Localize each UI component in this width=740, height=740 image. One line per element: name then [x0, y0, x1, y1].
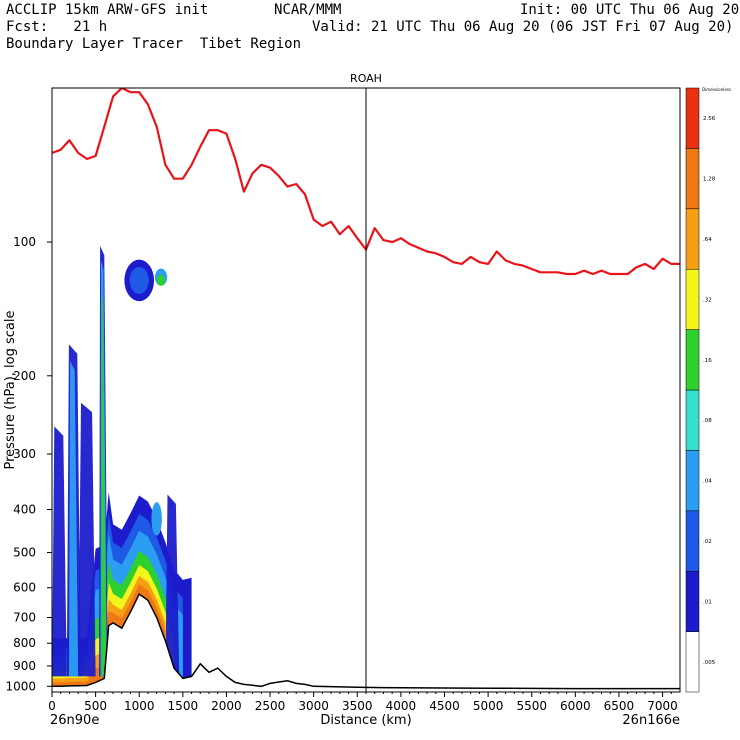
y-tick-label: 800 — [13, 636, 36, 650]
header-line2-right: Valid: 21 UTC Thu 06 Aug 20 (06 JST Fri … — [312, 19, 734, 35]
colorbar: .005 .01 .02 .04 .08 .16 .32 .64 1.28 2.56 — [685, 87, 716, 693]
tracer-streak — [52, 426, 67, 677]
x-tick-label: 0 — [48, 699, 56, 713]
y-tick-label: 500 — [13, 546, 36, 560]
x-axis-label: Distance (km) — [320, 713, 411, 728]
x-tick-label: 500 — [84, 699, 107, 713]
header-line1-left: ACCLIP 15km ARW-GFS init — [6, 2, 209, 18]
colorbar-level-label: .32 — [703, 297, 712, 303]
x-tick-label: 4500 — [429, 699, 460, 713]
x-tick-label: 7000 — [647, 699, 678, 713]
colorbar-level-label: .16 — [703, 358, 712, 364]
tracer-field — [52, 245, 192, 687]
x-start-label: 26n90e — [50, 713, 99, 728]
y-tick-label: 600 — [13, 581, 36, 595]
colorbar-level-label: 1.28 — [703, 177, 716, 183]
tracer-streak — [165, 494, 180, 677]
terrain-line — [52, 592, 680, 690]
colorbar-swatch — [685, 450, 700, 512]
colorbar-swatch — [685, 389, 700, 451]
x-tick-label: 5000 — [473, 699, 504, 713]
x-tick-label: 1500 — [168, 699, 199, 713]
y-tick-label: 400 — [13, 503, 36, 517]
axes: 0 500 1000 1500 2000 2500 3000 3500 4000 4500 5000… — [5, 235, 677, 713]
colorbar-swatch — [685, 631, 700, 693]
x-end-label: 26n166e — [622, 713, 680, 728]
colorbar-swatch — [685, 570, 700, 632]
colorbar-swatch — [685, 208, 700, 270]
y-tick-label: 100 — [13, 235, 36, 249]
header-line3-left: Boundary Layer Tracer Tibet Region — [6, 36, 302, 52]
colorbar-level-label: .04 — [703, 479, 712, 485]
y-tick-label: 700 — [13, 610, 36, 624]
tracer-blob — [157, 274, 165, 286]
colorbar-level-label: 2.56 — [703, 116, 716, 122]
y-tick-label: 300 — [13, 447, 36, 461]
tracer-streak — [69, 360, 79, 677]
colorbar-swatch — [685, 87, 700, 149]
x-tick-label: 5500 — [516, 699, 547, 713]
tracer-streak — [101, 292, 107, 677]
tracer-blob — [129, 266, 149, 294]
tracer-blob — [151, 502, 162, 536]
y-tick-label: 900 — [13, 659, 36, 673]
colorbar-level-label: .64 — [703, 237, 712, 243]
terrain-fill — [52, 594, 680, 692]
colorbar-level-label: .01 — [703, 599, 712, 605]
y-axis-label: Pressure (hPa), log scale — [3, 311, 18, 470]
x-tick-label: 4000 — [386, 699, 417, 713]
tracer-streak — [78, 402, 96, 677]
header-line1-right: Init: 00 UTC Thu 06 Aug 20 — [520, 2, 740, 18]
colorbar-units-label: Dimensionless — [702, 87, 731, 92]
x-tick-label: 1000 — [124, 699, 155, 713]
x-tick-label: 3000 — [298, 699, 329, 713]
colorbar-level-label: .02 — [703, 539, 712, 545]
y-tick-label: 1000 — [5, 679, 36, 693]
colorbar-swatch — [685, 329, 700, 391]
colorbar-swatch — [685, 148, 700, 210]
colorbar-swatch — [685, 510, 700, 572]
colorbar-swatch — [685, 268, 700, 330]
colorbar-level-label: .08 — [703, 418, 712, 424]
chart-title: ROAH — [350, 72, 382, 85]
x-tick-label: 6500 — [604, 699, 635, 713]
colorbar-level-label: .005 — [703, 660, 716, 666]
x-tick-label: 3500 — [342, 699, 373, 713]
header-line1-mid: NCAR/MMM — [274, 2, 342, 18]
header-line2-left: Fcst: 21 h — [6, 19, 108, 35]
x-tick-label: 2500 — [255, 699, 286, 713]
x-tick-label: 6000 — [560, 699, 591, 713]
y-tick-label: 200 — [13, 369, 36, 383]
x-tick-label: 2000 — [211, 699, 242, 713]
